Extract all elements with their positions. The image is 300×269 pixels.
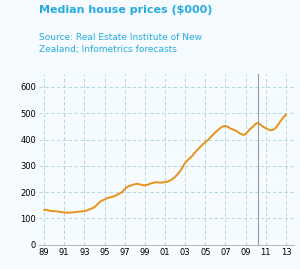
Text: Median house prices ($000): Median house prices ($000)	[39, 5, 212, 15]
Text: Source: Real Estate Institute of New
Zealand; Infometrics forecasts: Source: Real Estate Institute of New Zea…	[39, 33, 202, 54]
